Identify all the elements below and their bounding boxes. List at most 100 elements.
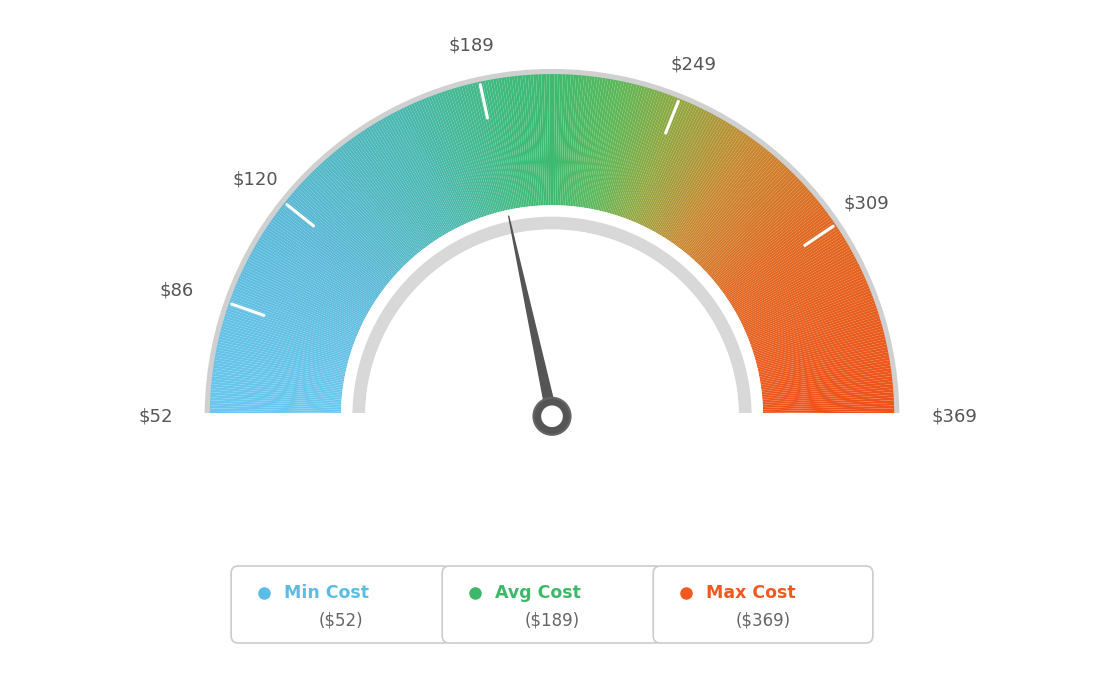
Wedge shape — [565, 75, 576, 206]
Wedge shape — [761, 363, 891, 385]
Wedge shape — [465, 85, 499, 213]
Text: $52: $52 — [138, 407, 172, 425]
Wedge shape — [367, 128, 439, 239]
Wedge shape — [326, 158, 414, 258]
Wedge shape — [210, 413, 341, 416]
Wedge shape — [211, 392, 341, 403]
Wedge shape — [758, 344, 888, 373]
Wedge shape — [344, 143, 425, 248]
Wedge shape — [332, 152, 417, 255]
Wedge shape — [678, 141, 757, 248]
Wedge shape — [709, 188, 809, 277]
Wedge shape — [576, 77, 595, 207]
Text: $189: $189 — [449, 37, 495, 55]
Wedge shape — [210, 395, 341, 405]
Wedge shape — [459, 86, 497, 213]
Wedge shape — [247, 259, 364, 320]
Text: $369: $369 — [932, 407, 977, 425]
Wedge shape — [703, 178, 799, 270]
Wedge shape — [216, 347, 346, 375]
Wedge shape — [287, 198, 390, 283]
Wedge shape — [762, 373, 892, 391]
Wedge shape — [347, 141, 426, 248]
Wedge shape — [461, 86, 498, 213]
Wedge shape — [544, 74, 549, 206]
Wedge shape — [631, 99, 683, 221]
Wedge shape — [590, 79, 616, 209]
Wedge shape — [751, 303, 875, 348]
Wedge shape — [700, 172, 794, 267]
Wedge shape — [690, 158, 778, 258]
Wedge shape — [254, 247, 369, 313]
Wedge shape — [676, 139, 755, 246]
Wedge shape — [599, 83, 631, 211]
Wedge shape — [744, 273, 864, 329]
Wedge shape — [215, 352, 344, 378]
Wedge shape — [392, 112, 455, 230]
Wedge shape — [718, 204, 822, 287]
Wedge shape — [486, 80, 512, 209]
Wedge shape — [480, 81, 509, 210]
Wedge shape — [475, 82, 506, 210]
Wedge shape — [649, 112, 712, 230]
Wedge shape — [684, 149, 768, 253]
Wedge shape — [737, 251, 853, 316]
Wedge shape — [625, 95, 673, 219]
Wedge shape — [295, 188, 395, 277]
Wedge shape — [342, 144, 424, 250]
Wedge shape — [739, 256, 856, 319]
Wedge shape — [714, 198, 817, 283]
Wedge shape — [490, 79, 516, 208]
FancyBboxPatch shape — [231, 566, 450, 643]
Wedge shape — [707, 184, 805, 274]
Wedge shape — [716, 202, 820, 286]
Wedge shape — [605, 85, 639, 213]
Wedge shape — [654, 117, 719, 232]
Wedge shape — [715, 200, 819, 284]
Wedge shape — [763, 406, 894, 411]
Wedge shape — [270, 219, 380, 296]
Wedge shape — [297, 186, 396, 275]
Wedge shape — [526, 75, 537, 206]
Wedge shape — [620, 92, 666, 217]
Wedge shape — [732, 237, 846, 308]
Wedge shape — [592, 80, 618, 209]
Wedge shape — [291, 192, 393, 279]
Wedge shape — [473, 83, 505, 211]
Text: ($189): ($189) — [524, 611, 580, 629]
Wedge shape — [232, 293, 355, 342]
Wedge shape — [438, 92, 484, 217]
Wedge shape — [333, 151, 418, 254]
Wedge shape — [213, 368, 343, 388]
Wedge shape — [734, 242, 848, 310]
Wedge shape — [442, 92, 486, 217]
Text: ($369): ($369) — [735, 611, 790, 629]
Wedge shape — [482, 81, 511, 210]
Wedge shape — [554, 74, 558, 206]
Wedge shape — [744, 275, 866, 331]
Wedge shape — [682, 148, 766, 252]
Bar — [125, 413, 979, 687]
Wedge shape — [552, 74, 554, 205]
Wedge shape — [699, 170, 792, 266]
Wedge shape — [750, 298, 874, 345]
Wedge shape — [277, 211, 383, 291]
Wedge shape — [567, 75, 578, 206]
Wedge shape — [380, 119, 447, 234]
Wedge shape — [655, 118, 722, 233]
Wedge shape — [575, 76, 592, 207]
Wedge shape — [720, 208, 826, 290]
Wedge shape — [662, 124, 733, 237]
Wedge shape — [402, 108, 460, 227]
Wedge shape — [641, 107, 700, 226]
Wedge shape — [290, 194, 392, 281]
Wedge shape — [735, 247, 850, 313]
Wedge shape — [266, 226, 376, 300]
Wedge shape — [210, 408, 341, 413]
Wedge shape — [522, 75, 535, 206]
Wedge shape — [302, 180, 400, 272]
Wedge shape — [668, 130, 742, 241]
Wedge shape — [454, 88, 493, 214]
Wedge shape — [222, 324, 349, 361]
Wedge shape — [614, 89, 655, 215]
